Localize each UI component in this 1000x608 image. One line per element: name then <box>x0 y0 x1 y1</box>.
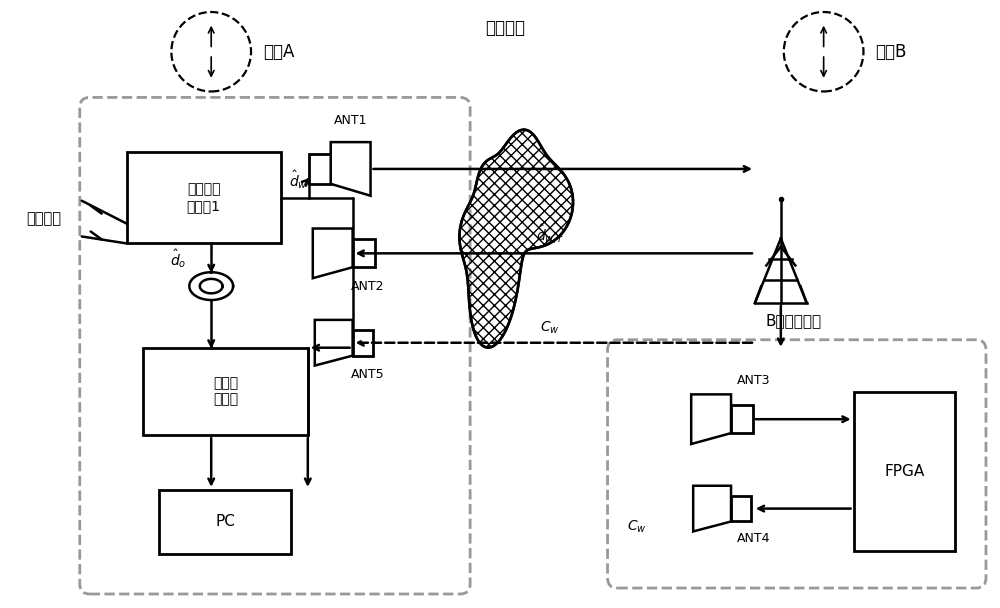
Bar <box>159 489 291 554</box>
Bar <box>731 496 751 522</box>
Bar <box>143 348 308 435</box>
Bar <box>309 154 331 184</box>
Text: B地收发模块: B地收发模块 <box>766 313 822 328</box>
Text: ANT1: ANT1 <box>334 114 367 127</box>
Polygon shape <box>313 229 353 278</box>
Polygon shape <box>693 486 731 531</box>
Polygon shape <box>331 142 371 196</box>
Text: $C_w$: $C_w$ <box>627 519 647 535</box>
Text: ANT4: ANT4 <box>737 533 771 545</box>
Text: FPGA: FPGA <box>884 465 924 479</box>
Text: 腔电光力
转换器1: 腔电光力 转换器1 <box>187 182 221 213</box>
Text: ANT3: ANT3 <box>737 375 771 387</box>
Text: 时钟A: 时钟A <box>263 43 294 61</box>
Text: 相共轭
接收机: 相共轭 接收机 <box>213 376 238 407</box>
Bar <box>127 152 281 243</box>
Text: $C_w$: $C_w$ <box>540 319 560 336</box>
Polygon shape <box>691 395 731 444</box>
Text: $\hat{d}_{w,r}$: $\hat{d}_{w,r}$ <box>536 223 564 246</box>
Text: $\hat{d}_w$: $\hat{d}_w$ <box>289 168 308 191</box>
Text: ANT5: ANT5 <box>351 368 384 381</box>
Bar <box>353 330 373 356</box>
Polygon shape <box>315 320 353 365</box>
Bar <box>731 406 753 433</box>
Text: 时钟B: 时钟B <box>875 43 907 61</box>
Text: ANT2: ANT2 <box>351 280 384 293</box>
Text: $\hat{d}_o$: $\hat{d}_o$ <box>170 247 186 269</box>
Text: 自由空间: 自由空间 <box>485 19 525 37</box>
Bar <box>353 240 375 268</box>
Text: PC: PC <box>215 514 235 530</box>
Text: 可调光纤: 可调光纤 <box>26 211 61 226</box>
Bar <box>854 392 955 551</box>
